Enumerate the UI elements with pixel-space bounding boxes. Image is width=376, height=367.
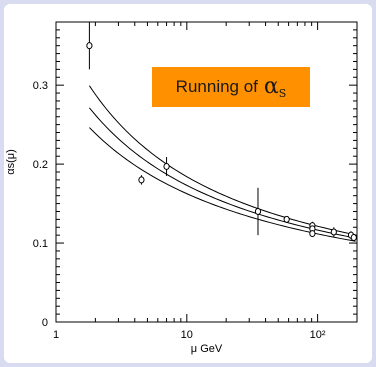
figure-card bbox=[4, 4, 372, 363]
y-tick-label: 0.2 bbox=[33, 159, 48, 171]
x-axis-label: μ GeV bbox=[191, 343, 223, 355]
data-point bbox=[309, 230, 316, 238]
data-point bbox=[86, 42, 93, 50]
x-tick-label: 10² bbox=[310, 329, 326, 341]
y-tick-label: 0.3 bbox=[33, 80, 48, 92]
data-point bbox=[163, 162, 170, 170]
alpha-symbol: αS bbox=[263, 74, 287, 100]
data-point bbox=[254, 207, 262, 215]
y-tick-label: 0 bbox=[42, 317, 48, 329]
y-axis-label: αs(μ) bbox=[5, 149, 17, 175]
data-point bbox=[138, 176, 145, 184]
y-tick-label: 0.1 bbox=[33, 238, 48, 250]
theory-curve bbox=[89, 107, 356, 239]
data-point bbox=[283, 215, 290, 223]
data-point bbox=[330, 228, 337, 236]
running-alpha-badge: Running of αS bbox=[152, 67, 310, 107]
theory-curve bbox=[89, 127, 356, 242]
x-tick-label: 10 bbox=[181, 329, 193, 341]
data-point bbox=[350, 234, 357, 242]
theory-curve bbox=[88, 85, 356, 236]
badge-text: Running of bbox=[175, 77, 258, 96]
x-tick-label: 1 bbox=[53, 329, 59, 341]
